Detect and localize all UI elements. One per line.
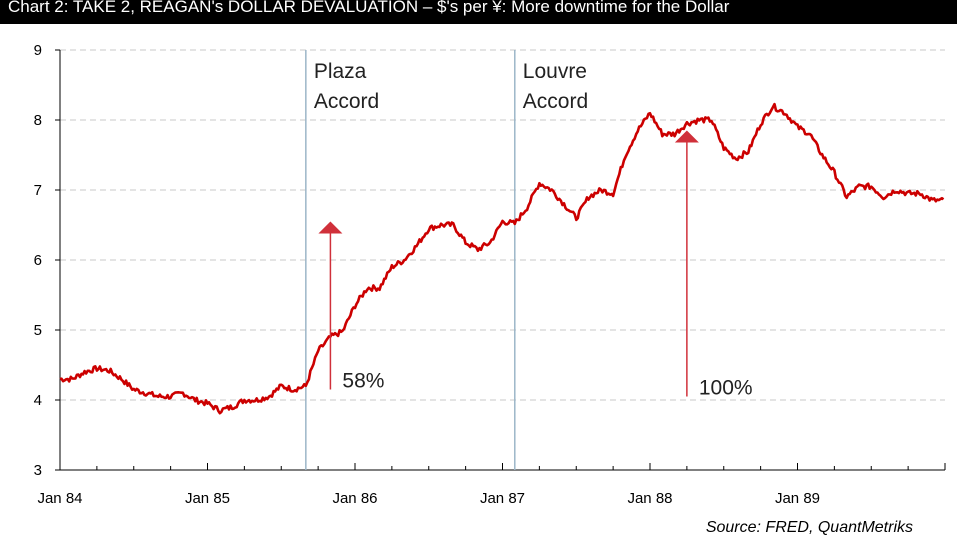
series-layer xyxy=(59,102,945,415)
y-tick-label: 5 xyxy=(34,322,42,339)
event-label-line1: Louvre xyxy=(523,60,587,83)
x-tick-label: Jan 85 xyxy=(185,490,230,507)
x-tick-label: Jan 86 xyxy=(332,490,377,507)
x-tick-label: Jan 84 xyxy=(37,490,82,507)
y-tick-label: 4 xyxy=(34,392,42,409)
event-label-line2: Accord xyxy=(523,90,588,113)
x-tick-label: Jan 88 xyxy=(627,490,672,507)
arrow-head xyxy=(674,130,699,143)
source-note: Source: FRED, QuantMetriks xyxy=(705,519,913,536)
arrow-head xyxy=(318,221,343,234)
series-line xyxy=(59,102,945,415)
event-lines: Plaza Accord Louvre Accord xyxy=(305,50,588,470)
event-label-line2: Accord xyxy=(314,90,379,113)
y-tick-label: 7 xyxy=(34,182,42,199)
y-tick-label: 6 xyxy=(34,252,42,269)
axes: 3 4 5 6 7 8 9 Jan 84 Jan 85 Jan 86 Jan 87 Jan 88 Jan… xyxy=(34,42,946,507)
arrow-label: 58% xyxy=(342,370,384,393)
chart-title: Chart 2: TAKE 2, REAGAN's DOLLAR DEVALUA… xyxy=(8,0,730,16)
y-tick-label: 9 xyxy=(34,42,42,59)
arrow-label: 100% xyxy=(699,377,753,400)
x-tick-label: Jan 87 xyxy=(480,490,525,507)
chart-title-bar: Chart 2: TAKE 2, REAGAN's DOLLAR DEVALUA… xyxy=(0,0,957,24)
y-tick-label: 8 xyxy=(34,112,42,129)
event-label-line1: Plaza xyxy=(314,60,367,83)
grid-lines xyxy=(60,49,945,401)
x-tick-label: Jan 89 xyxy=(775,490,820,507)
y-tick-label: 3 xyxy=(34,462,42,479)
growth-arrows: 58% 100% xyxy=(318,130,753,400)
